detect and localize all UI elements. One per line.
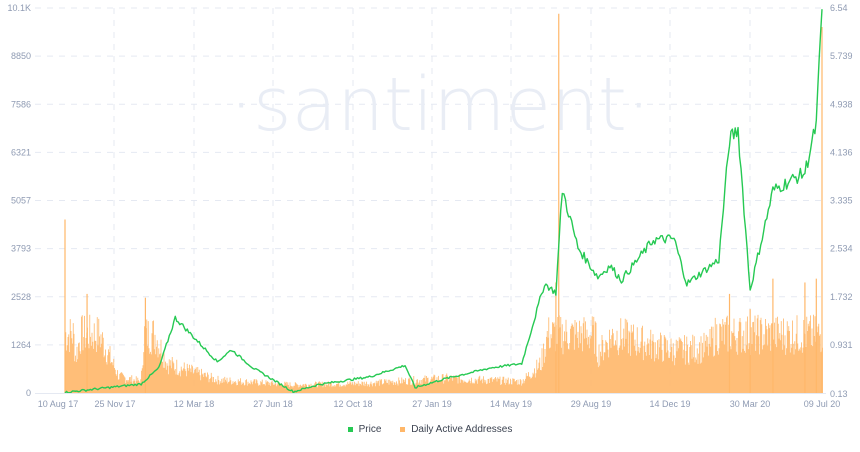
right-axis-tick: 2.534 [830,244,853,254]
left-axis-tick: 6321 [11,147,31,157]
x-axis-tick: 29 Aug 19 [571,399,612,409]
x-axis-tick: 14 May 19 [490,399,532,409]
right-axis-tick: 3.335 [830,196,853,206]
left-axis-tick: 7586 [11,99,31,109]
left-axis-tick: 1264 [11,340,31,350]
legend-item-price[interactable]: Price [347,424,382,435]
left-axis-tick: 5057 [11,196,31,206]
left-axis-tick: 0 [26,388,31,398]
legend-item-daily-active-addresses[interactable]: Daily Active Addresses [400,424,512,435]
watermark: ·santiment· [230,62,651,148]
x-axis-tick: 14 Dec 19 [649,399,690,409]
right-axis-tick: 0.13 [830,389,848,399]
x-axis-tick: 10 Aug 17 [38,399,79,409]
left-axis-tick: 8850 [11,51,31,61]
right-axis-tick: 4.136 [830,147,853,157]
right-axis-tick: 1.732 [830,292,853,302]
legend: Price Daily Active Addresses [0,424,860,435]
right-axis-tick: 5.739 [830,51,853,61]
daily-active-addresses-bars [64,13,823,393]
x-axis-tick: 27 Jun 18 [253,399,293,409]
legend-label: Price [358,424,382,435]
x-axis-tick: 30 Mar 20 [730,399,771,409]
x-axis-tick: 27 Jan 19 [412,399,452,409]
left-axis-ticks: 0 1264 2528 3793 5057 6321 7586 8850 10.1K [7,3,31,398]
right-axis-tick: 6.54 [830,3,848,13]
x-axis-tick: 12 Oct 18 [333,399,372,409]
right-axis-tick: 4.938 [830,99,853,109]
price-swatch-icon [347,427,353,432]
daa-swatch-icon [400,427,406,432]
right-axis-ticks: 0.13 0.931 1.732 2.534 3.335 4.136 4.938 5.739 6… [830,3,853,399]
left-axis-tick: 2528 [11,292,31,302]
left-axis-tick: 3793 [11,244,31,254]
x-axis-tick: 25 Nov 17 [94,399,135,409]
price-line [64,9,823,394]
right-axis-tick: 0.931 [830,340,853,350]
x-axis-ticks: 10 Aug 17 25 Nov 17 12 Mar 18 27 Jun 18 12 O… [38,399,841,409]
legend-label: Daily Active Addresses [411,424,513,435]
grid [35,7,826,393]
x-axis-tick: 12 Mar 18 [174,399,215,409]
left-axis-tick: 10.1K [7,3,31,13]
x-axis-tick: 09 Jul 20 [804,399,841,409]
